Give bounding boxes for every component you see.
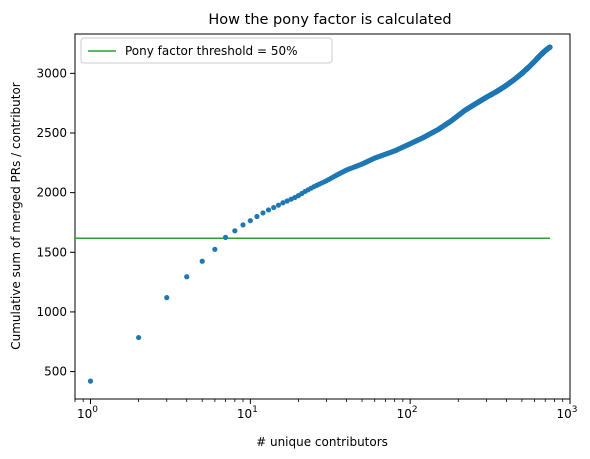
data-point (284, 198, 290, 204)
y-tick-label: 3000 (36, 66, 67, 80)
y-tick-label: 1500 (36, 245, 67, 259)
y-axis-label: Cumulative sum of merged PRs / contribut… (9, 82, 23, 350)
data-point (280, 200, 286, 206)
data-point (265, 207, 272, 213)
x-axis-ticks: 100 101 102 103 (74, 399, 578, 421)
legend-label: Pony factor threshold = 50% (125, 44, 298, 58)
data-point (275, 202, 282, 208)
data-point (232, 228, 238, 234)
data-point (199, 258, 205, 264)
x-tick-label: 101 (237, 405, 258, 421)
plot-area (74, 33, 571, 400)
data-points (87, 44, 553, 384)
y-tick-label: 2500 (36, 126, 67, 140)
data-point (212, 246, 218, 252)
chart-title: How the pony factor is calculated (208, 12, 451, 28)
x-tick-label: 100 (77, 405, 98, 421)
x-tick-label: 103 (556, 405, 577, 421)
x-axis-label: # unique contributors (256, 435, 388, 449)
y-tick-label: 500 (44, 365, 67, 379)
data-point (240, 222, 246, 228)
data-point (184, 274, 190, 280)
y-axis-ticks: 500 1000 1500 2000 2500 3000 (36, 66, 75, 379)
data-point (164, 295, 170, 301)
data-point (254, 213, 260, 220)
data-point (547, 44, 553, 50)
data-point (87, 378, 94, 384)
data-point (222, 234, 229, 240)
legend: Pony factor threshold = 50% (80, 37, 333, 64)
y-tick-label: 1000 (36, 305, 67, 319)
x-tick-label: 102 (397, 405, 418, 421)
data-point (260, 210, 266, 216)
data-point (136, 334, 142, 341)
y-tick-label: 2000 (36, 186, 67, 200)
data-point (247, 218, 253, 224)
data-point (271, 204, 277, 211)
legend-box (80, 37, 333, 64)
